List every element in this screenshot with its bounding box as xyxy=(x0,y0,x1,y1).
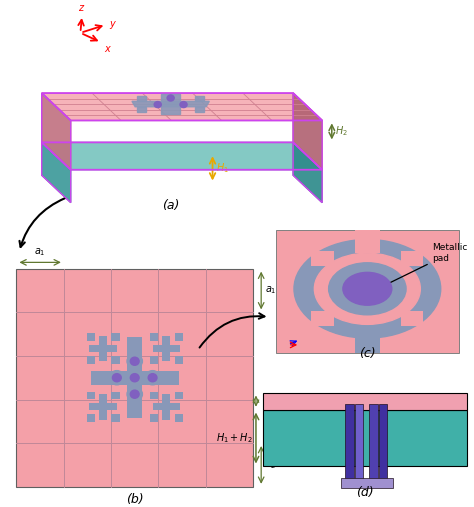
Bar xyxy=(99,336,107,361)
Text: Metallic
pad: Metallic pad xyxy=(381,243,468,287)
Bar xyxy=(401,251,423,266)
Bar xyxy=(150,334,158,341)
Bar xyxy=(311,251,334,266)
Bar xyxy=(87,356,95,364)
Bar xyxy=(111,392,119,400)
Circle shape xyxy=(145,371,160,385)
Bar xyxy=(263,410,467,466)
Polygon shape xyxy=(161,94,180,114)
Bar xyxy=(17,269,253,487)
Text: (c): (c) xyxy=(359,347,376,360)
Circle shape xyxy=(148,374,157,382)
Bar xyxy=(99,394,107,420)
Polygon shape xyxy=(195,107,204,112)
Bar xyxy=(174,334,183,341)
Text: $x$: $x$ xyxy=(104,44,112,54)
Circle shape xyxy=(328,263,406,315)
Bar xyxy=(150,392,158,400)
Bar xyxy=(91,371,179,385)
Text: $a_2$: $a_2$ xyxy=(265,459,277,471)
Bar xyxy=(153,404,180,411)
Bar xyxy=(355,230,380,253)
Bar xyxy=(174,356,183,364)
Text: (b): (b) xyxy=(126,493,144,506)
Bar xyxy=(174,415,183,422)
Bar xyxy=(89,345,117,352)
Polygon shape xyxy=(42,93,71,170)
Circle shape xyxy=(180,101,187,107)
Bar xyxy=(379,404,387,479)
Bar xyxy=(174,392,183,400)
Polygon shape xyxy=(293,93,322,170)
Circle shape xyxy=(130,374,139,382)
Circle shape xyxy=(109,371,125,385)
Bar xyxy=(153,345,180,352)
Polygon shape xyxy=(132,101,210,107)
Bar xyxy=(87,392,95,400)
Polygon shape xyxy=(42,142,71,203)
Text: $a_1$: $a_1$ xyxy=(265,284,277,297)
Circle shape xyxy=(314,253,420,324)
Bar xyxy=(150,356,158,364)
Circle shape xyxy=(112,374,121,382)
Text: $y$: $y$ xyxy=(109,19,118,30)
Bar xyxy=(163,336,170,361)
Bar xyxy=(111,334,119,341)
Bar xyxy=(346,404,354,479)
Polygon shape xyxy=(42,142,322,170)
Bar xyxy=(341,478,393,488)
Text: (a): (a) xyxy=(162,199,179,212)
Text: $H_1+H_2$: $H_1+H_2$ xyxy=(216,431,253,445)
Bar xyxy=(89,404,117,411)
Bar xyxy=(127,337,142,418)
Bar xyxy=(355,335,380,353)
Circle shape xyxy=(130,357,139,365)
Text: $H_1$: $H_1$ xyxy=(216,161,229,175)
Bar xyxy=(87,415,95,422)
Circle shape xyxy=(294,239,441,338)
Circle shape xyxy=(343,272,392,305)
Polygon shape xyxy=(293,142,322,203)
Polygon shape xyxy=(195,96,204,101)
Text: (d): (d) xyxy=(356,486,374,499)
Bar xyxy=(87,334,95,341)
Text: $z$: $z$ xyxy=(78,3,86,13)
Bar xyxy=(401,311,423,327)
Text: $H_2$: $H_2$ xyxy=(335,125,348,138)
Bar xyxy=(355,404,364,479)
Circle shape xyxy=(154,101,161,107)
Circle shape xyxy=(130,390,139,399)
Polygon shape xyxy=(137,107,146,112)
Circle shape xyxy=(127,371,142,385)
Bar xyxy=(311,311,334,327)
Bar xyxy=(111,415,119,422)
Bar xyxy=(263,392,467,410)
Text: $a_1$: $a_1$ xyxy=(34,246,46,258)
Circle shape xyxy=(167,95,174,101)
Bar xyxy=(163,394,170,420)
Polygon shape xyxy=(42,93,322,121)
Bar xyxy=(150,415,158,422)
Bar xyxy=(369,404,378,479)
Circle shape xyxy=(127,387,142,402)
Polygon shape xyxy=(137,96,146,101)
Circle shape xyxy=(127,354,142,368)
Bar xyxy=(111,356,119,364)
